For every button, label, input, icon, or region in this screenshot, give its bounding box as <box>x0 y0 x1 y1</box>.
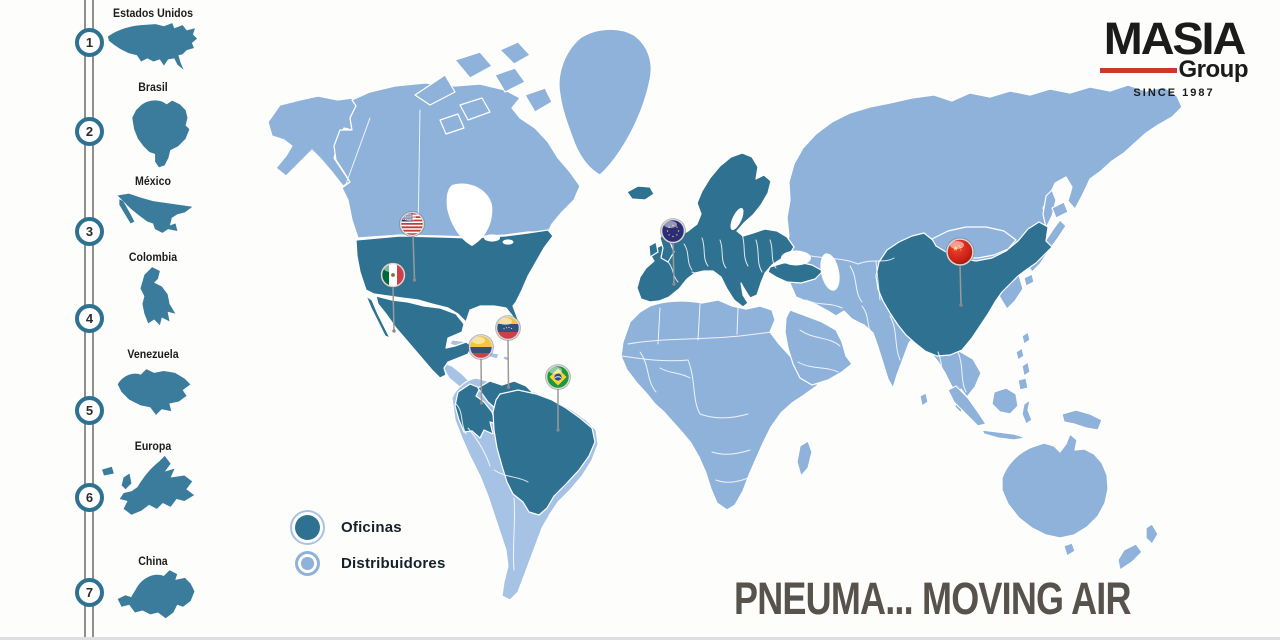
legend-item-distribuidores: Distribuidores <box>295 551 445 576</box>
great-lakes <box>484 234 500 242</box>
pin-venezuela[interactable] <box>495 315 521 389</box>
region-colombia <box>454 383 497 439</box>
sidebar-number-4: 4 <box>75 304 104 333</box>
region-iceland <box>626 185 655 201</box>
hudson-bay <box>446 183 493 246</box>
region-new-guinea <box>1061 409 1103 431</box>
region-africa <box>620 299 819 511</box>
pin-colombia[interactable] <box>468 334 494 405</box>
pin-europe[interactable] <box>660 218 686 286</box>
sidebar-number-3: 3 <box>75 217 104 246</box>
caspian-sea <box>820 253 840 291</box>
region-new-zealand <box>1117 523 1159 571</box>
office-legend-dot-icon <box>295 515 320 540</box>
region-sri-lanka <box>919 392 929 407</box>
pin-brazil[interactable] <box>545 364 571 432</box>
region-taiwan <box>1021 331 1031 345</box>
region-philippines <box>1015 347 1031 391</box>
region-arabia <box>784 309 853 386</box>
sidebar-label-europa: Europa <box>134 441 172 453</box>
legend-label-oficinas: Oficinas <box>341 519 402 536</box>
region-ireland <box>648 241 659 258</box>
legend-item-oficinas: Oficinas <box>295 515 402 540</box>
tagline: PNEUMA... MOVING AIR <box>734 573 1131 624</box>
region-arctic-islands <box>414 41 553 135</box>
masia-group-logo: MASIA Group SINCE 1987 <box>1100 16 1248 99</box>
distributor-legend-dot-icon <box>295 551 320 576</box>
sidebar-number-5: 5 <box>75 396 104 425</box>
pin-china[interactable] <box>945 237 975 307</box>
great-lakes-2 <box>502 239 514 245</box>
mexico-flag-icon <box>381 263 405 287</box>
region-usa <box>355 229 554 323</box>
region-tasmania <box>1063 542 1076 557</box>
sidebar-label-venezuela: Venezuela <box>127 349 179 361</box>
logo-since: SINCE 1987 <box>1133 87 1215 99</box>
region-australia <box>1001 433 1109 539</box>
region-indonesia <box>947 385 1033 441</box>
region-sakhalin <box>1042 189 1057 229</box>
region-brazil <box>492 389 596 516</box>
map-pins <box>380 211 975 432</box>
usa-silhouette-icon <box>107 23 198 70</box>
sidebar-label-mexico: México <box>135 176 171 188</box>
office-regions <box>355 152 1053 516</box>
mexico-silhouette-icon <box>117 193 193 233</box>
sidebar-label-estados-unidos: Estados Unidos <box>113 8 193 20</box>
china-silhouette-icon <box>117 570 195 619</box>
pin-mexico[interactable] <box>380 262 406 333</box>
region-greenland <box>558 28 652 176</box>
baltic-sea <box>730 207 744 231</box>
logo-subtitle: Group <box>1178 56 1249 83</box>
venezuela-silhouette-icon <box>117 369 191 415</box>
sidebar-number-7: 7 <box>75 578 104 607</box>
sidebar-label-brasil: Brasil <box>138 82 168 94</box>
region-madagascar <box>796 440 813 477</box>
logo-title: MASIA <box>1103 13 1246 64</box>
pin-usa[interactable] <box>399 211 425 282</box>
europe-silhouette-icon <box>102 455 195 515</box>
sidebar-number-2: 2 <box>75 117 104 146</box>
brazil-silhouette-icon <box>132 100 190 168</box>
region-europe <box>636 152 795 308</box>
sidebar-label-china: China <box>138 556 168 568</box>
logo-group-row: Group <box>1100 56 1248 84</box>
sidebar-number-1: 1 <box>75 28 104 57</box>
sidebar-label-colombia: Colombia <box>128 252 178 264</box>
sidebar-number-6: 6 <box>75 483 104 512</box>
colombia-silhouette-icon <box>140 267 176 326</box>
legend-label-distribuidores: Distribuidores <box>341 555 446 572</box>
region-baja <box>365 295 391 339</box>
logo-red-bar <box>1100 67 1177 73</box>
